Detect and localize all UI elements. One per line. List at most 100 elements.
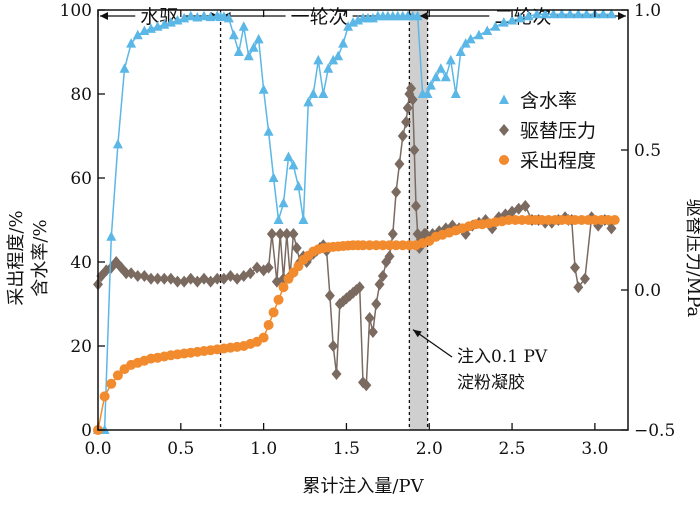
point-0-82: [565, 8, 576, 19]
point-0-32: [278, 197, 289, 208]
point-1-57: [361, 379, 372, 392]
point-0-21: [223, 12, 234, 23]
point-2-83: [609, 215, 620, 225]
phase-arrowhead-left-0: [100, 12, 108, 20]
point-1-73: [407, 93, 418, 106]
point-1-66: [391, 186, 402, 198]
point-0-28: [258, 84, 269, 94]
x-tick-label-0: 0.0: [84, 439, 111, 459]
point-2-2: [106, 378, 117, 389]
y-right-tick-label-0: −0.5: [634, 421, 675, 441]
point-0-83: [573, 8, 584, 19]
point-1-35: [288, 228, 299, 240]
x-tick-label-6: 3.0: [581, 439, 608, 459]
point-0-14: [185, 10, 196, 21]
point-1-33: [281, 228, 292, 240]
point-0-75: [507, 15, 518, 25]
point-0-69: [460, 38, 471, 48]
shaded-interval: [409, 10, 428, 430]
point-0-2: [106, 231, 117, 241]
series-line-0: [98, 13, 612, 431]
point-0-16: [199, 10, 209, 21]
point-0-35: [293, 180, 304, 191]
point-1-11: [152, 272, 163, 285]
point-1-70: [402, 102, 413, 114]
phase-arrowhead-left-2: [419, 12, 428, 20]
legend-label-1: 驱替压力: [520, 120, 596, 142]
annotation: 注入0.1 PV 淀粉凝胶: [412, 329, 548, 393]
point-2-25: [258, 332, 269, 343]
point-2-28: [273, 294, 284, 305]
y-axis-right-label: 驱替压力/MPa: [683, 199, 700, 318]
point-1-12: [159, 272, 170, 285]
point-0-67: [450, 88, 461, 98]
point-0-45: [343, 21, 354, 31]
y-axis-left-label: 采出程度/%: [6, 210, 27, 305]
point-1-74: [409, 144, 420, 156]
point-0-43: [333, 50, 344, 61]
point-0-27: [253, 33, 264, 44]
point-0-38: [308, 88, 319, 98]
point-0-6: [132, 29, 143, 40]
series-layer: [93, 8, 620, 435]
phase-dividers: [219, 10, 429, 430]
y-left-tick-label-3: 60: [70, 169, 92, 189]
point-0-76: [515, 12, 526, 23]
point-0-77: [523, 10, 534, 21]
x-tick-label-1: 0.5: [167, 439, 194, 459]
point-0-64: [435, 63, 446, 73]
point-0-63: [430, 71, 441, 82]
point-0-42: [328, 54, 339, 65]
point-1-20: [212, 272, 223, 285]
point-1-28: [263, 261, 274, 274]
point-1-72: [406, 82, 417, 95]
point-1-61: [374, 278, 385, 291]
point-0-80: [548, 8, 559, 19]
point-0-24: [238, 21, 249, 31]
point-0-30: [268, 172, 279, 182]
point-0-66: [445, 54, 456, 65]
y-axis-left-label-2: 含水率/%: [30, 219, 51, 296]
point-1-55: [354, 281, 365, 294]
point-1-62: [377, 270, 388, 282]
point-0-81: [556, 8, 567, 19]
point-0-36: [298, 214, 309, 224]
point-1-58: [364, 312, 375, 324]
point-0-61: [422, 88, 433, 98]
point-0-59: [412, 10, 423, 21]
point-0-29: [263, 126, 274, 136]
point-0-62: [425, 80, 436, 90]
point-0-23: [233, 46, 244, 56]
legend-marker-2: [499, 155, 509, 165]
point-1-75: [411, 200, 421, 212]
point-0-37: [303, 96, 314, 107]
point-0-4: [119, 63, 130, 73]
point-1-25: [245, 267, 256, 280]
point-0-70: [465, 33, 476, 44]
point-1-106: [570, 261, 580, 274]
plot-frame: [97, 9, 629, 431]
point-1-68: [397, 130, 408, 142]
x-tick-label-5: 2.5: [499, 439, 526, 459]
point-1-97: [520, 200, 531, 212]
point-1-65: [387, 228, 398, 240]
point-0-26: [248, 42, 259, 52]
point-1-47: [328, 340, 339, 352]
point-0-74: [498, 17, 509, 27]
point-0-84: [581, 8, 592, 19]
point-2-3: [112, 370, 123, 381]
series-0: [93, 8, 617, 434]
point-0-5: [126, 38, 137, 48]
legend-marker-1: [499, 124, 509, 136]
legend-label-2: 采出程度: [520, 150, 596, 172]
point-1-67: [394, 158, 405, 170]
legend-marker-0: [499, 94, 509, 104]
point-0-40: [318, 88, 329, 98]
annotation-arrowhead: [412, 329, 422, 338]
point-1-108: [579, 272, 590, 285]
phase-arrowhead-right-2: [618, 12, 626, 20]
point-1-64: [384, 250, 395, 263]
point-0-39: [313, 54, 324, 65]
point-1-112: [606, 222, 617, 235]
